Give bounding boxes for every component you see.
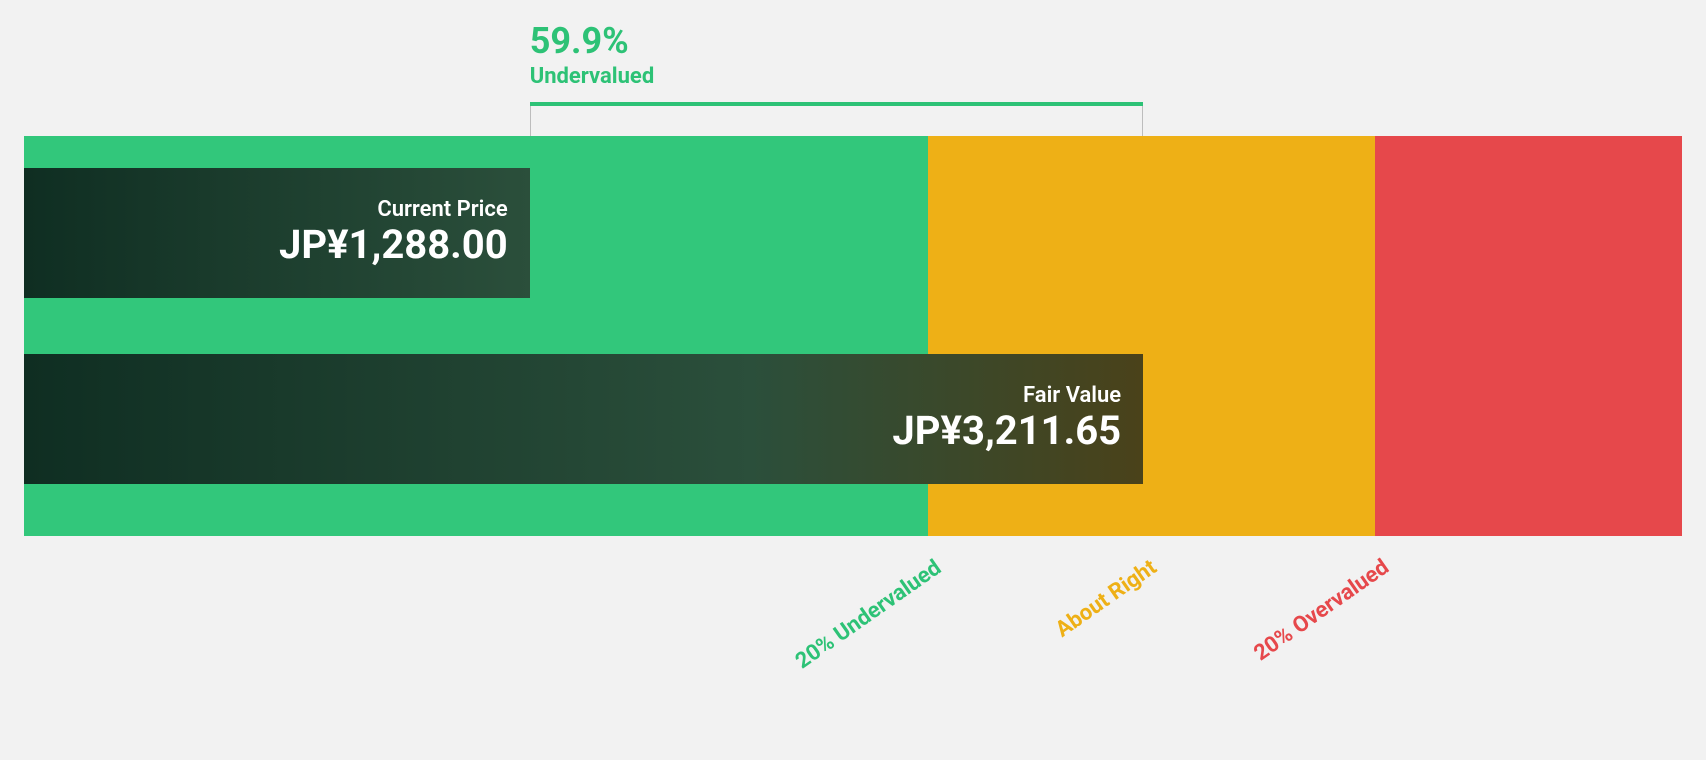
x-label: 20% Undervalued: [791, 555, 946, 674]
headline-percent: 59.9%: [530, 22, 655, 62]
fair-value-bar: Fair Value JP¥3,211.65: [24, 354, 1143, 484]
valuation-chart: 59.9% Undervalued Current Price JP¥1,288…: [24, 0, 1682, 760]
x-label: About Right: [1051, 555, 1161, 643]
x-label: 20% Overvalued: [1250, 555, 1394, 666]
current-price-label: Current Price: [377, 198, 507, 222]
fair-value-label: Fair Value: [1023, 384, 1121, 408]
headline: 59.9% Undervalued: [530, 22, 655, 90]
current-price-value: JP¥1,288.00: [279, 222, 508, 268]
segment-about-right-high: [1143, 136, 1375, 536]
valuation-band: Current Price JP¥1,288.00 Fair Value JP¥…: [24, 136, 1682, 536]
current-price-bar: Current Price JP¥1,288.00: [24, 168, 530, 298]
headline-status: Undervalued: [530, 64, 655, 90]
gap-bracket: [530, 102, 1143, 136]
fair-value-value: JP¥3,211.65: [892, 408, 1121, 454]
bracket-drop-right: [1142, 106, 1143, 140]
segment-overvalued: [1375, 136, 1682, 536]
bracket-drop-left: [530, 106, 531, 140]
